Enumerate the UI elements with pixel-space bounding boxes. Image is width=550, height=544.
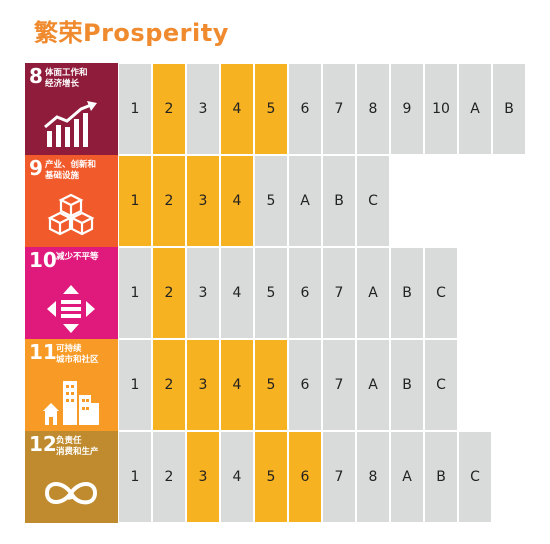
target-cell-9-3: 3	[186, 155, 220, 247]
page-title: 繁荣Prosperity	[34, 19, 229, 47]
target-cell-11-4: 4	[220, 339, 254, 431]
goal-title: 减少不平等	[56, 252, 118, 263]
goal-number: 8	[29, 64, 43, 88]
goal-title-line2: 经济增长	[45, 79, 80, 89]
equality-arrows-icon	[41, 285, 101, 333]
target-cell-8-8: 8	[356, 63, 390, 155]
city-buildings-icon	[41, 377, 101, 425]
target-cell-11-B: B	[390, 339, 424, 431]
goal-number: 9	[29, 156, 43, 180]
target-cell-9-B: B	[322, 155, 356, 247]
target-cell-10-C: C	[424, 247, 458, 339]
target-cell-8-4: 4	[220, 63, 254, 155]
target-cell-12-C: C	[458, 431, 492, 523]
goal-number: 10	[29, 248, 57, 272]
target-cell-8-10: 10	[424, 63, 458, 155]
goal-number: 12	[29, 432, 57, 456]
target-cell-10-3: 3	[186, 247, 220, 339]
target-cell-8-9: 9	[390, 63, 424, 155]
target-cell-11-3: 3	[186, 339, 220, 431]
target-cell-11-2: 2	[152, 339, 186, 431]
target-cell-10-4: 4	[220, 247, 254, 339]
target-cell-11-C: C	[424, 339, 458, 431]
stacked-cubes-icon	[41, 193, 101, 241]
target-cell-11-7: 7	[322, 339, 356, 431]
goal-title-line1: 可持续	[56, 344, 82, 354]
target-cell-12-5: 5	[254, 431, 288, 523]
target-cell-9-5: 5	[254, 155, 288, 247]
goal-title: 可持续 城市和社区	[56, 344, 118, 366]
target-cell-9-C: C	[356, 155, 390, 247]
target-cell-12-1: 1	[118, 431, 152, 523]
target-cell-12-B: B	[424, 431, 458, 523]
target-cell-8-3: 3	[186, 63, 220, 155]
target-cell-12-2: 2	[152, 431, 186, 523]
target-cell-10-B: B	[390, 247, 424, 339]
target-cell-12-7: 7	[322, 431, 356, 523]
target-cell-10-2: 2	[152, 247, 186, 339]
goal-tile-12: 12 负责任 消费和生产	[25, 431, 118, 523]
goal-title-line1: 负责任	[56, 436, 82, 446]
target-cell-10-A: A	[356, 247, 390, 339]
goal-tile-10: 10 减少不平等	[25, 247, 118, 339]
goal-title: 产业、创新和 基础设施	[45, 160, 107, 182]
target-cell-8-A: A	[458, 63, 492, 155]
target-cell-12-6: 6	[288, 431, 322, 523]
target-cell-10-7: 7	[322, 247, 356, 339]
target-cell-12-8: 8	[356, 431, 390, 523]
goal-tile-8: 8 体面工作和 经济增长	[25, 63, 118, 155]
target-cell-12-4: 4	[220, 431, 254, 523]
target-cell-12-A: A	[390, 431, 424, 523]
target-cell-11-A: A	[356, 339, 390, 431]
target-cell-10-6: 6	[288, 247, 322, 339]
target-cell-9-1: 1	[118, 155, 152, 247]
target-cell-8-2: 2	[152, 63, 186, 155]
target-cell-8-5: 5	[254, 63, 288, 155]
goal-tile-9: 9 产业、创新和 基础设施	[25, 155, 118, 247]
goal-number: 11	[29, 340, 57, 364]
target-cell-12-3: 3	[186, 431, 220, 523]
goal-title-line1: 减少不平等	[56, 252, 99, 262]
target-cell-11-5: 5	[254, 339, 288, 431]
goal-title: 体面工作和 经济增长	[45, 68, 107, 90]
goal-title-line2: 消费和生产	[56, 447, 99, 457]
target-cell-9-4: 4	[220, 155, 254, 247]
infinity-loop-icon	[41, 469, 101, 517]
goal-title-line2: 基础设施	[45, 171, 80, 181]
goal-title-line1: 产业、创新和	[45, 160, 97, 170]
target-cell-10-5: 5	[254, 247, 288, 339]
goal-title-line2: 城市和社区	[56, 355, 99, 365]
target-cell-8-7: 7	[322, 63, 356, 155]
goal-title-line1: 体面工作和	[45, 68, 88, 78]
target-cell-8-6: 6	[288, 63, 322, 155]
goal-title: 负责任 消费和生产	[56, 436, 118, 458]
goal-tile-11: 11 可持续 城市和社区	[25, 339, 118, 431]
target-cell-9-2: 2	[152, 155, 186, 247]
target-cell-11-1: 1	[118, 339, 152, 431]
target-cell-9-A: A	[288, 155, 322, 247]
target-cell-11-6: 6	[288, 339, 322, 431]
target-cell-10-1: 1	[118, 247, 152, 339]
rising-chart-icon	[41, 101, 101, 149]
target-cell-8-1: 1	[118, 63, 152, 155]
target-cell-8-B: B	[492, 63, 526, 155]
